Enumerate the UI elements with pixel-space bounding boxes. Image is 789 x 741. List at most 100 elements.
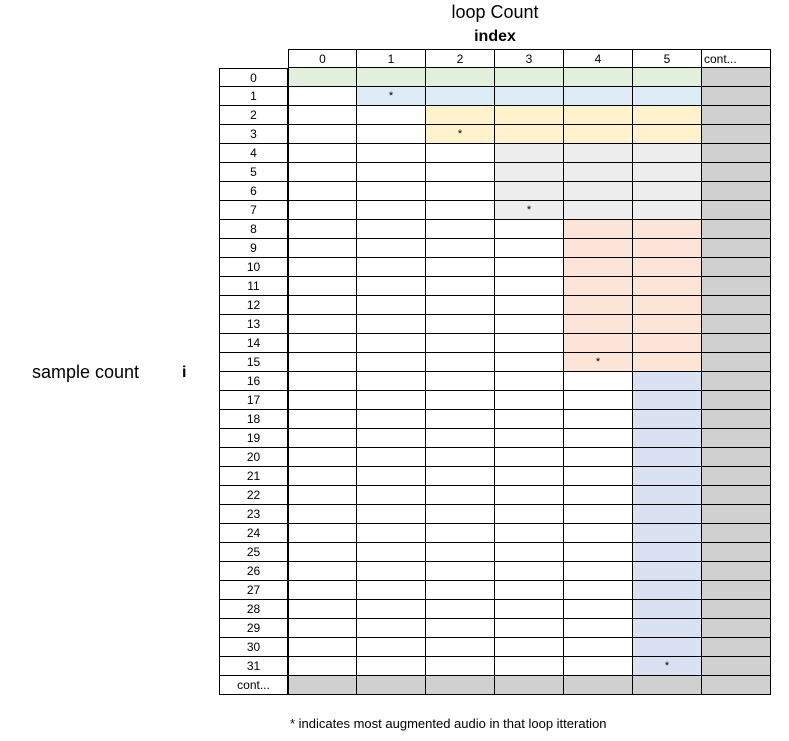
table-cell (426, 562, 495, 581)
table-cell (288, 676, 357, 695)
table-cell (564, 600, 633, 619)
table-cell (702, 87, 771, 106)
table-cell (702, 581, 771, 600)
table-cell (633, 467, 702, 486)
row-header: 29 (219, 619, 288, 638)
row-header: 9 (219, 239, 288, 258)
table-cell (633, 144, 702, 163)
table-cell (633, 562, 702, 581)
table-cell (564, 258, 633, 277)
col-header: 5 (633, 49, 702, 68)
table-cell (357, 657, 426, 676)
table-cell (633, 619, 702, 638)
table-cell (633, 600, 702, 619)
table-cell (426, 182, 495, 201)
row-header: 2 (219, 106, 288, 125)
table-cell (564, 277, 633, 296)
table-cell (357, 467, 426, 486)
row-header: 21 (219, 467, 288, 486)
table-cell (633, 334, 702, 353)
row-header: 13 (219, 315, 288, 334)
table-cell (564, 448, 633, 467)
table-cell (495, 315, 564, 334)
table-cell (288, 258, 357, 277)
col-header: 4 (564, 49, 633, 68)
table-cell (288, 581, 357, 600)
table-cell (633, 315, 702, 334)
table-cell (702, 315, 771, 334)
table-cell (633, 448, 702, 467)
table-cell (702, 277, 771, 296)
table-cell (633, 68, 702, 87)
table-cell (426, 619, 495, 638)
row-header: 30 (219, 638, 288, 657)
table-cell (288, 220, 357, 239)
table-cell (357, 372, 426, 391)
sample-count-label: sample count (32, 362, 140, 382)
col-header: 1 (357, 49, 426, 68)
augmented-star-marker: * (526, 204, 532, 216)
table-cell (495, 543, 564, 562)
table-cell (564, 410, 633, 429)
table-cell (633, 220, 702, 239)
row-header: 27 (219, 581, 288, 600)
row-header: 12 (219, 296, 288, 315)
table-cell (426, 543, 495, 562)
table-cell (288, 467, 357, 486)
row-header: 1 (219, 87, 288, 106)
table-cell (564, 125, 633, 144)
table-cell (357, 638, 426, 657)
table-cell (495, 296, 564, 315)
table-cell (702, 467, 771, 486)
table-cell (357, 448, 426, 467)
table-cell (702, 163, 771, 182)
table-cell (702, 638, 771, 657)
table-cell (426, 581, 495, 600)
table-cell (426, 448, 495, 467)
table-cell (357, 619, 426, 638)
table-cell (495, 182, 564, 201)
table-cell (495, 163, 564, 182)
table-cell (702, 600, 771, 619)
table-cell (702, 619, 771, 638)
augmented-star-marker: * (595, 356, 601, 368)
table-cell (357, 239, 426, 258)
table-cell (633, 106, 702, 125)
col-header-cont: cont... (702, 49, 771, 68)
table-cell (357, 220, 426, 239)
table-cell (702, 258, 771, 277)
row-header: 20 (219, 448, 288, 467)
table-cell (357, 296, 426, 315)
table-cell (357, 182, 426, 201)
table-cell (633, 486, 702, 505)
table-cell (357, 144, 426, 163)
table-cell (633, 524, 702, 543)
table-cell (495, 467, 564, 486)
table-cell (288, 163, 357, 182)
table-cell (495, 448, 564, 467)
table-cell (426, 353, 495, 372)
table-cell (288, 277, 357, 296)
table-cell (633, 125, 702, 144)
table-cell (357, 429, 426, 448)
row-header: 31 (219, 657, 288, 676)
table-cell (495, 372, 564, 391)
table-cell (702, 562, 771, 581)
col-header: 2 (426, 49, 495, 68)
table-cell (426, 239, 495, 258)
table-cell (564, 638, 633, 657)
table-cell (426, 296, 495, 315)
table-cell (357, 68, 426, 87)
table-cell (564, 619, 633, 638)
table-cell (357, 524, 426, 543)
row-header: 16 (219, 372, 288, 391)
row-header: 3 (219, 125, 288, 144)
table-cell (426, 106, 495, 125)
table-cell (495, 144, 564, 163)
table-cell (633, 163, 702, 182)
table-cell (564, 562, 633, 581)
table-cell (357, 543, 426, 562)
row-header: 11 (219, 277, 288, 296)
table-cell (288, 543, 357, 562)
